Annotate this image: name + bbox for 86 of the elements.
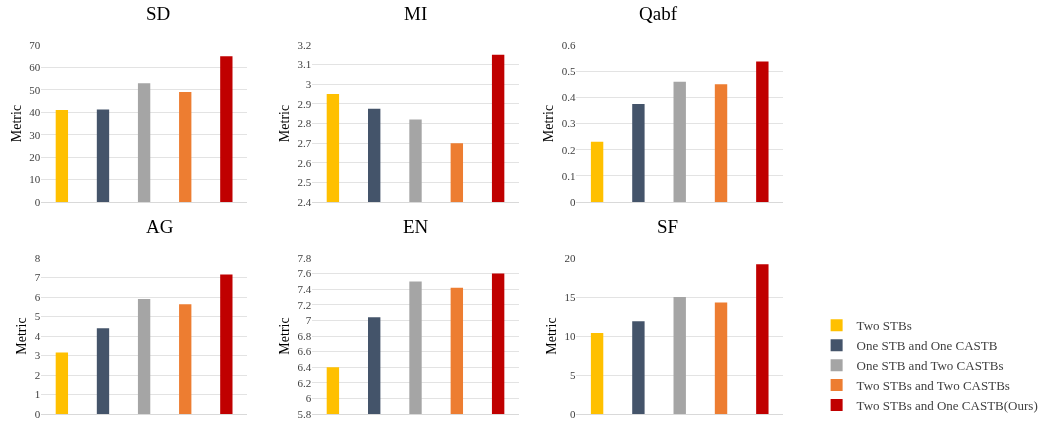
y-tick-label: 0: [569, 407, 576, 420]
chart-title: MI: [404, 3, 428, 24]
y-tick-label: 0.3: [561, 117, 576, 130]
y-tick-label: 1: [34, 388, 41, 401]
bar: [137, 83, 151, 202]
y-axis-title: Metric: [544, 317, 560, 355]
y-tick-label: 6.2: [297, 376, 312, 389]
y-tick-label: 7: [34, 271, 41, 284]
y-tick-label: 6.6: [297, 345, 312, 358]
y-tick-label: 15: [564, 290, 576, 303]
bar: [179, 92, 192, 202]
y-tick-label: 5: [34, 310, 41, 323]
bar: [673, 81, 686, 202]
y-tick-label: 20: [29, 150, 41, 163]
legend-label: One STB and Two CASTBs: [856, 358, 1004, 374]
legend-label: Two STBs: [856, 318, 912, 334]
y-tick-label: 0.6: [561, 38, 576, 51]
bar: [96, 328, 110, 414]
y-tick-label: 7.6: [297, 267, 312, 280]
y-tick-label: 3.1: [297, 58, 312, 71]
y-tick-label: 40: [29, 106, 41, 119]
bar: [673, 297, 686, 414]
y-tick-label: 30: [29, 128, 41, 141]
y-axis-title: Metric: [8, 104, 24, 143]
legend-label: Two STBs and One CASTB(Ours): [856, 398, 1038, 414]
bar: [590, 141, 604, 202]
y-tick-label: 4: [34, 329, 41, 342]
y-tick-label: 7.2: [297, 298, 312, 311]
y-tick-label: 2.8: [297, 117, 312, 130]
y-axis-title: Metric: [277, 317, 293, 355]
y-tick-label: 0: [569, 195, 576, 208]
y-tick-label: 2.7: [297, 136, 312, 149]
y-axis-title: Metric: [541, 104, 557, 143]
bar: [179, 304, 192, 414]
y-tick-label: 50: [29, 83, 41, 96]
y-tick-label: 0: [34, 195, 41, 208]
bar: [220, 56, 233, 202]
y-tick-label: 6: [305, 392, 312, 405]
y-tick-label: 7: [305, 314, 312, 327]
y-tick-label: 2: [34, 368, 41, 381]
bar: [756, 61, 769, 202]
chart-title: SD: [146, 3, 171, 24]
y-tick-label: 3: [305, 78, 312, 91]
y-tick-label: 10: [29, 173, 41, 186]
y-tick-label: 6: [34, 290, 41, 303]
y-tick-label: 5.8: [297, 407, 312, 420]
y-tick-label: 3: [34, 349, 41, 362]
legend-label: Two STBs and Two CASTBs: [856, 378, 1010, 394]
y-tick-label: 2.6: [297, 156, 312, 169]
chart-title: AG: [146, 216, 174, 237]
y-tick-label: 0.2: [561, 143, 576, 156]
bar: [55, 352, 69, 414]
bar: [756, 264, 769, 414]
y-tick-label: 3.2: [297, 38, 312, 51]
y-tick-label: 0: [34, 407, 41, 420]
y-tick-label: 6.4: [297, 361, 312, 374]
y-tick-label: 0.5: [561, 65, 576, 78]
bar: [632, 321, 645, 414]
y-tick-label: 0.1: [561, 169, 576, 182]
y-axis-title: Metric: [14, 317, 30, 355]
bar: [220, 274, 233, 414]
bar: [714, 84, 728, 202]
y-tick-label: 8: [34, 251, 41, 264]
y-tick-label: 10: [564, 329, 576, 342]
y-tick-label: 2.9: [297, 97, 312, 110]
legend-label: One STB and One CASTB: [856, 338, 998, 354]
bar: [590, 332, 604, 414]
y-tick-label: 20: [564, 251, 576, 264]
bar: [137, 298, 151, 414]
bar: [96, 109, 110, 202]
y-tick-label: 7.8: [297, 251, 312, 264]
y-tick-label: 5: [569, 368, 576, 381]
y-tick-label: 7.4: [297, 283, 312, 296]
chart-title: Qabf: [639, 3, 678, 24]
y-tick-label: 2.5: [297, 176, 312, 189]
y-tick-label: 70: [29, 38, 41, 51]
bar: [714, 302, 728, 414]
y-axis-title: Metric: [277, 104, 293, 143]
bar: [55, 110, 69, 202]
y-tick-label: 2.4: [297, 195, 312, 208]
chart-title: SF: [657, 216, 679, 237]
y-tick-label: 0.4: [561, 91, 576, 104]
y-tick-label: 60: [29, 61, 41, 74]
y-tick-label: 6.8: [297, 329, 312, 342]
bar: [632, 103, 645, 202]
chart-title: EN: [403, 216, 429, 237]
